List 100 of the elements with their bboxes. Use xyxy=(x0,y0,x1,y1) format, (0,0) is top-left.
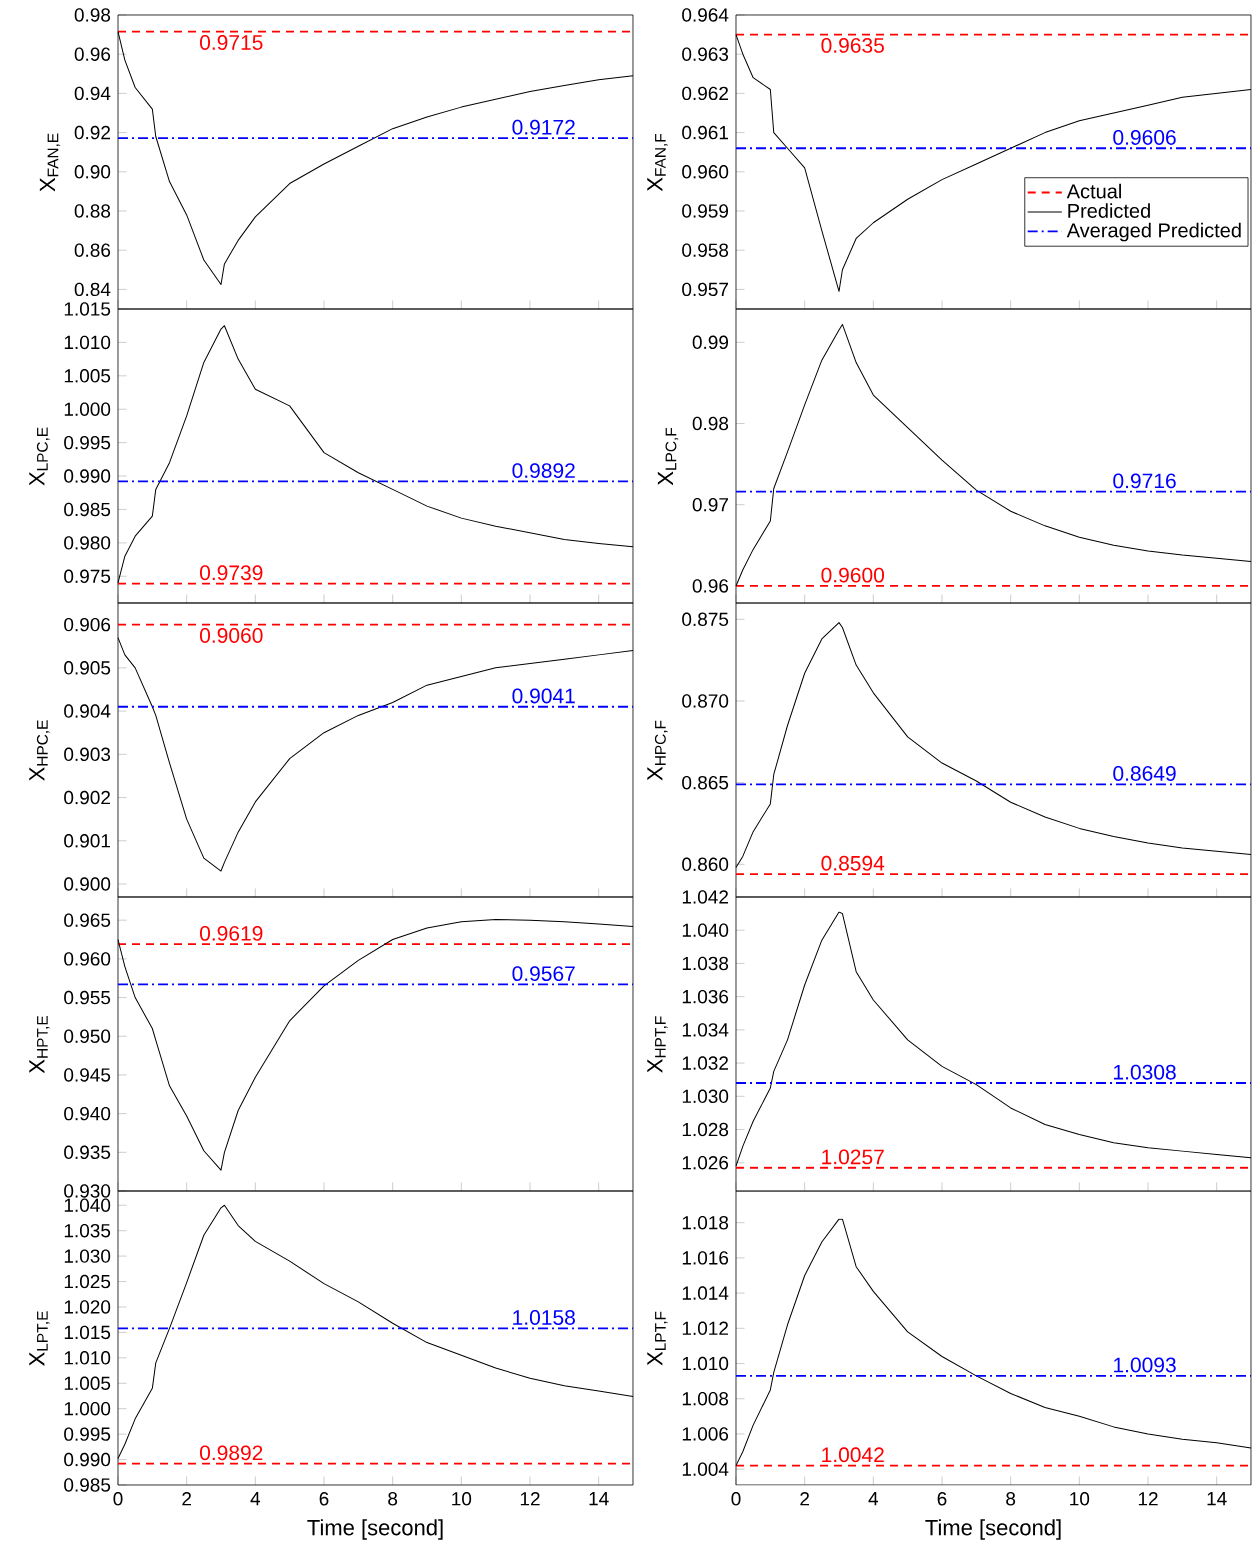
y-tick-label: 0.940 xyxy=(64,1106,111,1121)
y-tick-label: 1.008 xyxy=(682,1392,729,1406)
y-tick-label: 1.026 xyxy=(682,1156,729,1170)
y-tick-label: 0.980 xyxy=(64,536,111,550)
annotation: 1.0308 xyxy=(1114,1064,1176,1080)
legend-label: Predicted xyxy=(1068,203,1150,218)
y-tick-label: 1.035 xyxy=(64,1223,111,1238)
y-tick-label: 1.038 xyxy=(682,956,729,971)
y-tick-label: 0.900 xyxy=(64,877,111,891)
y-tick-label: 1.015 xyxy=(64,1325,111,1340)
x-tick-label: 4 xyxy=(868,1492,879,1506)
y-tick-label: 0.930 xyxy=(64,1184,111,1198)
x-tick-label: 8 xyxy=(1006,1492,1016,1506)
annotation: 0.9635 xyxy=(821,38,884,53)
y-tick-label: 0.950 xyxy=(64,1029,111,1043)
y-tick-label: 1.010 xyxy=(64,1351,111,1365)
y-tick-label: 0.96 xyxy=(74,47,111,61)
x-tick-label: 4 xyxy=(250,1492,261,1506)
y-tick-label: 1.012 xyxy=(682,1321,728,1336)
y-tick-label: 0.995 xyxy=(64,1427,111,1441)
y-tick-label: 1.018 xyxy=(682,1215,729,1230)
annotation: 1.0158 xyxy=(513,1310,575,1325)
y-tick-label: 0.990 xyxy=(64,1452,111,1467)
y-tick-label: 0.960 xyxy=(682,165,729,179)
annotation: 0.8594 xyxy=(821,855,885,871)
y-axis-title: X$_{LPC,F}$ xyxy=(657,427,679,486)
y-tick-label: 0.865 xyxy=(682,775,729,790)
y-tick-label: 1.006 xyxy=(682,1427,729,1441)
annotation: 0.9716 xyxy=(1113,473,1176,489)
y-tick-label: 1.000 xyxy=(64,402,111,416)
y-tick-label: 0.906 xyxy=(64,617,111,632)
y-tick-label: 1.005 xyxy=(64,1376,111,1390)
x-tick-label: 12 xyxy=(1138,1492,1158,1506)
y-tick-label: 0.94 xyxy=(74,86,111,101)
y-tick-label: 0.99 xyxy=(692,335,729,350)
y-tick-label: 1.010 xyxy=(682,1356,729,1371)
annotation: 0.9892 xyxy=(512,463,575,478)
y-tick-label: 0.905 xyxy=(64,661,111,675)
y-tick-label: 1.010 xyxy=(64,335,111,350)
annotation: 0.9606 xyxy=(1113,130,1176,145)
x-tick-label: 8 xyxy=(388,1492,398,1506)
annotation: 0.9172 xyxy=(512,119,575,135)
y-tick-label: 1.028 xyxy=(682,1122,729,1137)
y-axis-title: X$_{HPT,F}$ xyxy=(647,1016,668,1073)
y-tick-label: 0.902 xyxy=(64,790,110,805)
y-axis-title: X$_{LPC,E}$ xyxy=(29,427,50,486)
y-tick-label: 1.005 xyxy=(64,369,111,383)
x-tick-label: 2 xyxy=(182,1492,192,1506)
y-tick-label: 0.860 xyxy=(682,857,729,872)
y-tick-label: 1.000 xyxy=(64,1401,111,1416)
annotation: 1.0257 xyxy=(822,1149,884,1165)
annotation: 0.9892 xyxy=(200,1445,263,1461)
y-tick-label: 1.020 xyxy=(64,1300,111,1314)
annotation: 0.9619 xyxy=(200,925,263,941)
y-axis-title: X$_{HPT,E}$ xyxy=(29,1015,50,1074)
y-tick-label: 0.975 xyxy=(64,569,111,583)
y-tick-label: 1.004 xyxy=(682,1462,729,1476)
y-tick-label: 0.86 xyxy=(74,243,111,257)
y-tick-label: 1.040 xyxy=(64,1198,111,1212)
x-tick-label: 14 xyxy=(1207,1492,1227,1506)
annotation: 0.9715 xyxy=(200,35,263,50)
y-axis-title: X$_{LPT,F}$ xyxy=(647,1311,668,1366)
y-tick-label: 0.97 xyxy=(692,497,728,512)
y-tick-label: 0.98 xyxy=(74,8,111,22)
y-axis-title: X$_{FAN,E}$ xyxy=(39,133,61,192)
y-tick-label: 0.92 xyxy=(74,125,110,140)
y-tick-label: 0.904 xyxy=(64,704,111,718)
x-tick-label: 14 xyxy=(589,1492,609,1506)
annotation: 0.9600 xyxy=(821,567,885,583)
y-tick-label: 0.985 xyxy=(64,502,111,517)
x-tick-label: 10 xyxy=(452,1492,472,1506)
y-tick-label: 1.016 xyxy=(682,1251,729,1265)
y-axis-title: X$_{HPC,F}$ xyxy=(647,720,668,781)
y-tick-label: 0.90 xyxy=(74,165,111,179)
y-tick-label: 0.958 xyxy=(682,243,729,257)
y-tick-label: 1.025 xyxy=(64,1274,111,1289)
y-tick-label: 0.962 xyxy=(682,86,728,101)
annotation: 0.9739 xyxy=(200,565,263,581)
x-tick-label: 6 xyxy=(319,1492,329,1506)
y-tick-label: 0.963 xyxy=(682,47,729,61)
y-tick-label: 1.042 xyxy=(682,890,728,904)
y-tick-label: 0.875 xyxy=(682,612,729,627)
y-tick-label: 0.959 xyxy=(682,204,729,218)
x-tick-label: 0 xyxy=(113,1492,123,1506)
x-tick-label: 12 xyxy=(520,1492,540,1506)
y-axis-title: X$_{LPT,E}$ xyxy=(29,1311,50,1366)
y-tick-label: 1.015 xyxy=(64,302,111,316)
x-axis-title: Time [second] xyxy=(925,1519,1061,1540)
y-tick-label: 1.030 xyxy=(682,1089,729,1104)
y-tick-label: 0.965 xyxy=(64,913,111,927)
y-axis-title: X$_{HPC,E}$ xyxy=(29,720,50,781)
y-tick-label: 1.040 xyxy=(682,923,729,937)
y-tick-label: 1.014 xyxy=(682,1286,729,1300)
y-tick-label: 0.990 xyxy=(64,469,111,483)
annotation: 0.9567 xyxy=(512,966,575,982)
y-axis-title: X$_{FAN,F}$ xyxy=(647,133,668,192)
legend-label: Averaged Predicted xyxy=(1066,222,1241,242)
y-tick-label: 0.84 xyxy=(74,282,111,297)
legend-label: Actual xyxy=(1066,183,1121,199)
y-tick-label: 0.98 xyxy=(692,416,729,431)
